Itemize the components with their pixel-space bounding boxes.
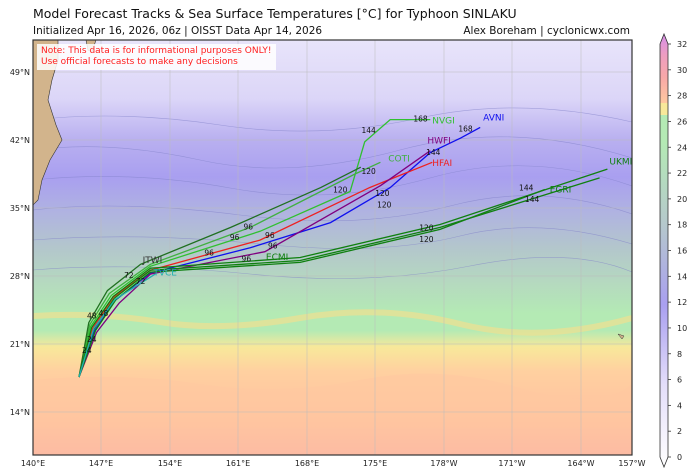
credit: Alex Boreham | cyclonicwx.com bbox=[463, 25, 630, 37]
model-label-coti: COTI bbox=[388, 154, 410, 164]
model-label-egri: EGRI bbox=[550, 185, 572, 195]
lon-tick-label: 147°E bbox=[89, 459, 113, 468]
track-jtwi bbox=[78, 166, 362, 378]
colorbar-tick-label: 2 bbox=[677, 427, 682, 436]
lon-tick-label: 157°W bbox=[618, 459, 645, 468]
colorbar-tick-label: 6 bbox=[677, 376, 682, 385]
forecast-hour-label: 96 bbox=[265, 231, 275, 240]
track-nvgi bbox=[78, 118, 431, 378]
lon-tick-label: 171°W bbox=[498, 459, 525, 468]
forecast-tracks bbox=[78, 118, 608, 378]
lon-tick-label: 140°E bbox=[21, 459, 45, 468]
forecast-hour-label: 24 bbox=[82, 346, 92, 355]
model-label-hfai: HFAI bbox=[432, 159, 452, 169]
gridlines bbox=[33, 40, 632, 455]
model-label-ecmi: ECMI bbox=[266, 253, 288, 263]
forecast-hour-label: 144 bbox=[426, 148, 441, 157]
lon-tick-label: 164°W bbox=[567, 459, 594, 468]
forecast-hour-label: 120 bbox=[333, 185, 348, 194]
model-label-jtwi: JTWI bbox=[142, 256, 163, 266]
track-egri bbox=[78, 188, 546, 378]
forecast-hour-label: 96 bbox=[242, 254, 252, 263]
disclaimer-note: Note: This data is for informational pur… bbox=[37, 44, 276, 70]
colorbar-tick-label: 16 bbox=[677, 247, 687, 256]
lon-tick-label: 175°E bbox=[363, 459, 387, 468]
model-label-avni: AVNI bbox=[483, 114, 504, 124]
chart-title: Model Forecast Tracks & Sea Surface Temp… bbox=[33, 6, 517, 21]
colorbar-tick-label: 20 bbox=[677, 195, 687, 204]
colorbar-tick-label: 8 bbox=[677, 350, 682, 359]
forecast-hour-label: 120 bbox=[377, 200, 392, 209]
model-label-nvgi: NVGI bbox=[432, 116, 455, 126]
lon-tick-label: 154°E bbox=[158, 459, 182, 468]
map-frame bbox=[32, 39, 633, 456]
colorbar-tick-label: 4 bbox=[677, 401, 682, 410]
colorbar-tick-label: 18 bbox=[677, 221, 687, 230]
forecast-hour-label: 48 bbox=[87, 312, 97, 321]
forecast-hour-label: 96 bbox=[230, 233, 240, 242]
colorbar-tick-label: 12 bbox=[677, 298, 687, 307]
model-label-tvce: TVCE bbox=[152, 268, 177, 278]
forecast-hour-label: 96 bbox=[204, 249, 214, 258]
sst-warm-region bbox=[33, 373, 632, 455]
colorbar-tick-label: 22 bbox=[677, 169, 687, 178]
forecast-hour-label: 144 bbox=[519, 184, 534, 193]
lon-tick-label: 178°W bbox=[430, 459, 457, 468]
lon-tick-label: 168°E bbox=[295, 459, 319, 468]
colorbar-tick-label: 0 bbox=[677, 453, 682, 462]
colorbar bbox=[659, 32, 669, 469]
latitude-ticks: 49°N 42°N 35°N 28°N 21°N 14°N bbox=[10, 68, 30, 417]
colorbar-tick-label: 30 bbox=[677, 66, 687, 75]
forecast-hour-label: 168 bbox=[458, 124, 473, 133]
forecast-hour-label: 24 bbox=[87, 335, 97, 344]
track-hwfi bbox=[78, 150, 431, 378]
forecast-hour-label: 120 bbox=[419, 235, 434, 244]
model-label-ukmi: UKMI bbox=[609, 157, 632, 167]
track-coti bbox=[78, 161, 381, 378]
forecast-hour-label: 120 bbox=[375, 189, 390, 198]
forecast-hour-label: 48 bbox=[99, 309, 109, 318]
note-line-2: Use official forecasts to make any decis… bbox=[41, 57, 238, 67]
forecast-hour-label: 144 bbox=[361, 126, 376, 135]
track-ukmi bbox=[78, 168, 608, 378]
forecast-hour-label: 120 bbox=[419, 224, 434, 233]
lat-tick-label: 21°N bbox=[10, 340, 30, 349]
track-tvce bbox=[78, 273, 156, 378]
sst-contour bbox=[33, 309, 632, 336]
forecast-hour-label: 168 bbox=[413, 115, 428, 124]
lat-tick-label: 49°N bbox=[10, 68, 30, 77]
lat-tick-label: 14°N bbox=[10, 408, 30, 417]
lat-tick-label: 35°N bbox=[10, 204, 30, 213]
colorbar-tick-label: 10 bbox=[677, 324, 687, 333]
colorbar-tick-label: 24 bbox=[677, 143, 687, 152]
lat-tick-label: 28°N bbox=[10, 272, 30, 281]
colorbar-tick-label: 26 bbox=[677, 117, 687, 126]
forecast-hour-label: 120 bbox=[361, 167, 376, 176]
colorbar-tick-label: 32 bbox=[677, 40, 687, 49]
sst-contours bbox=[33, 107, 632, 279]
forecast-hour-label: 144 bbox=[525, 195, 540, 204]
lon-tick-label: 161°E bbox=[226, 459, 250, 468]
hawaii-islands bbox=[617, 333, 625, 340]
chart-subtitle: Initialized Apr 16, 2026, 06z | OISST Da… bbox=[33, 25, 323, 37]
lat-tick-label: 42°N bbox=[10, 136, 30, 145]
forecast-hour-label: 96 bbox=[268, 242, 278, 251]
forecast-hour-label: 96 bbox=[244, 222, 254, 231]
colorbar-tick-label: 14 bbox=[677, 272, 687, 281]
colorbar-tick-label: 28 bbox=[677, 92, 687, 101]
forecast-hour-label: 72 bbox=[124, 271, 134, 280]
longitude-ticks: 140°E 147°E 154°E 161°E 168°E 175°E 178°W 171°W… bbox=[21, 459, 646, 468]
model-label-hwfi: HWFI bbox=[427, 137, 451, 147]
note-line-1: Note: This data is for informational pur… bbox=[41, 46, 272, 56]
model-labels: AVNI HWFI HFAI NVGI COTI UKMI EGRI ECMI JTWI TVCE bbox=[142, 114, 633, 279]
forecast-hour-label: 72 bbox=[136, 277, 146, 286]
